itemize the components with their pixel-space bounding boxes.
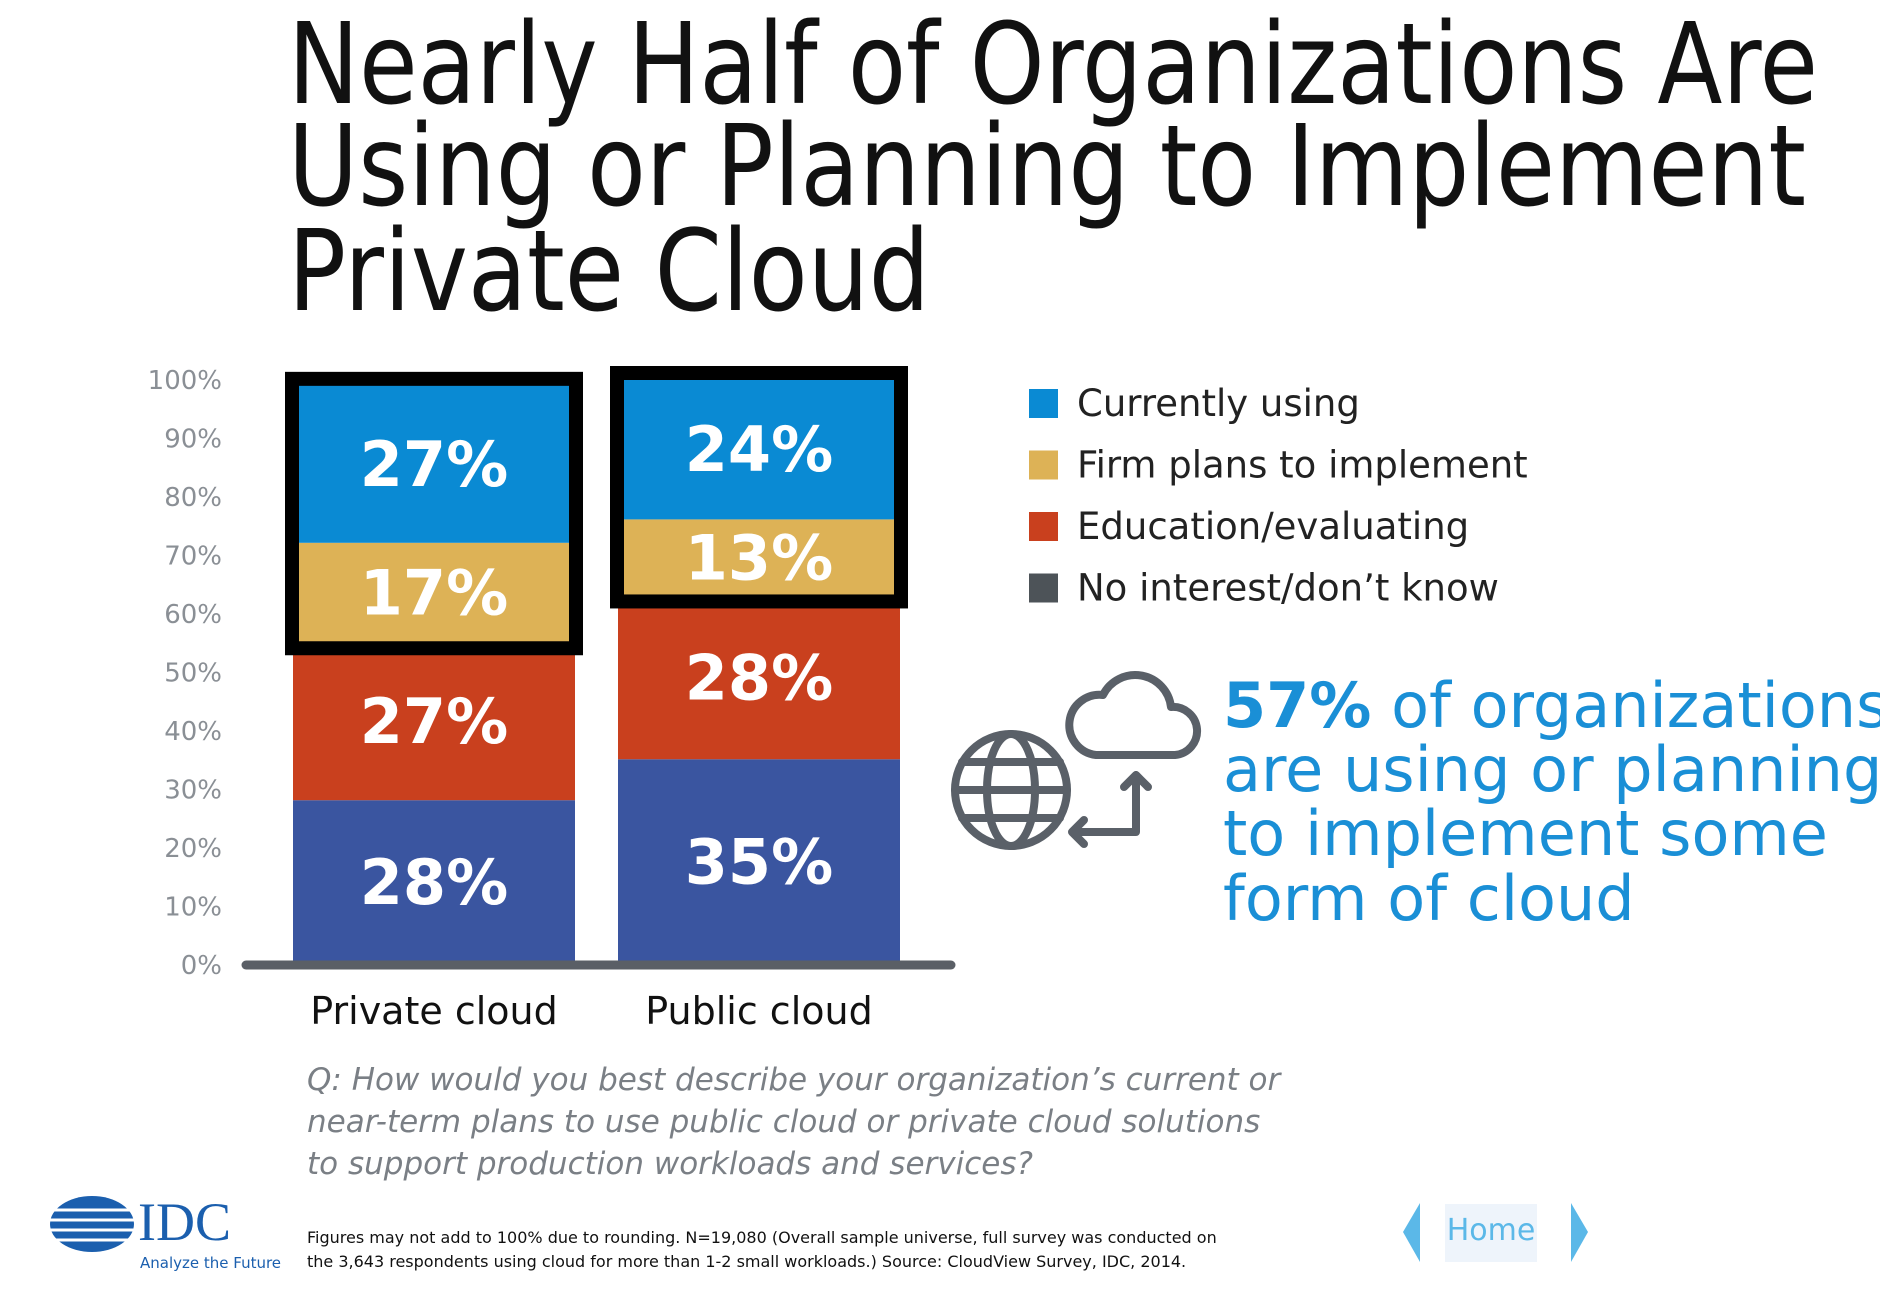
question: to support production workloads and serv… (307, 1146, 1033, 1182)
footnote: Figures may not add to 100% due to round… (307, 1228, 1217, 1247)
y-tick-label: 90% (164, 425, 222, 455)
legend-swatch (1029, 389, 1058, 418)
annotation-text: of organizations (1371, 669, 1880, 742)
y-tick-label: 60% (164, 600, 222, 630)
question: near-term plans to use public cloud or p… (307, 1104, 1260, 1140)
value-label: 24% (685, 413, 833, 486)
bar-segment (618, 519, 900, 596)
value-label: 13% (685, 521, 833, 594)
y-tick-label: 20% (164, 834, 222, 864)
legend-swatch (1029, 450, 1058, 480)
value-label: 17% (360, 557, 508, 630)
highlight-frame (285, 371, 583, 656)
cloud-icon (951, 671, 1202, 850)
annotation-text: to implement some (1223, 797, 1828, 870)
question: Q: How would you best describe your orga… (307, 1062, 1283, 1098)
y-tick-label: 100% (148, 366, 222, 396)
y-tick-label: 70% (164, 542, 222, 572)
y-tick-label: 10% (164, 893, 222, 923)
value-label: 28% (685, 641, 833, 714)
bar-segment (293, 542, 575, 643)
highlight-frame (610, 366, 908, 609)
legend-swatch (1029, 573, 1058, 603)
annotation: 57% of organizations (1223, 669, 1880, 742)
y-tick-label: 30% (164, 776, 222, 806)
bar-segment (618, 379, 900, 520)
prev-button[interactable] (1403, 1203, 1420, 1262)
legend-label: Currently using (1077, 382, 1360, 425)
y-tick-label: 50% (164, 659, 222, 689)
home-button[interactable] (1445, 1204, 1537, 1262)
value-label: 27% (360, 428, 508, 501)
y-tick-label: 0% (181, 951, 222, 981)
x-tick-label: Private cloud (310, 989, 557, 1033)
legend-swatch (1029, 512, 1058, 541)
annotation-text: form of cloud (1223, 862, 1635, 935)
legend-label: Education/evaluating (1077, 505, 1469, 548)
title-line: Nearly Half of Organizations Are (288, 0, 1818, 130)
idc-logo: IDC Analyze the Future (48, 1192, 281, 1272)
footnote: the 3,643 respondents using cloud for mo… (307, 1252, 1186, 1271)
legend-label: No interest/don’t know (1077, 567, 1499, 610)
bar-segment (293, 800, 575, 964)
value-label: 27% (360, 685, 508, 758)
y-tick-label: 80% (164, 483, 222, 513)
annotation-highlight: 57% (1223, 669, 1371, 742)
legend-label: Firm plans to implement (1077, 444, 1528, 487)
annotation-text: are using or planning (1223, 733, 1880, 806)
x-tick-label: Public cloud (645, 989, 872, 1033)
y-tick-label: 40% (164, 717, 222, 747)
bar-segment (618, 759, 900, 964)
bar-segment (293, 642, 575, 801)
nav: Home (1403, 1203, 1588, 1262)
logo-tagline: Analyze the Future (140, 1254, 281, 1272)
bar-segment (293, 384, 575, 543)
next-button[interactable] (1571, 1203, 1588, 1262)
title-line: Private Cloud (288, 207, 930, 337)
value-label: 35% (685, 826, 833, 899)
value-label: 28% (360, 846, 508, 919)
logo-name: IDC (138, 1192, 231, 1252)
home-label[interactable]: Home (1447, 1213, 1536, 1248)
bar-segment (618, 595, 900, 760)
title-line: Using or Planning to Implement (288, 102, 1806, 232)
